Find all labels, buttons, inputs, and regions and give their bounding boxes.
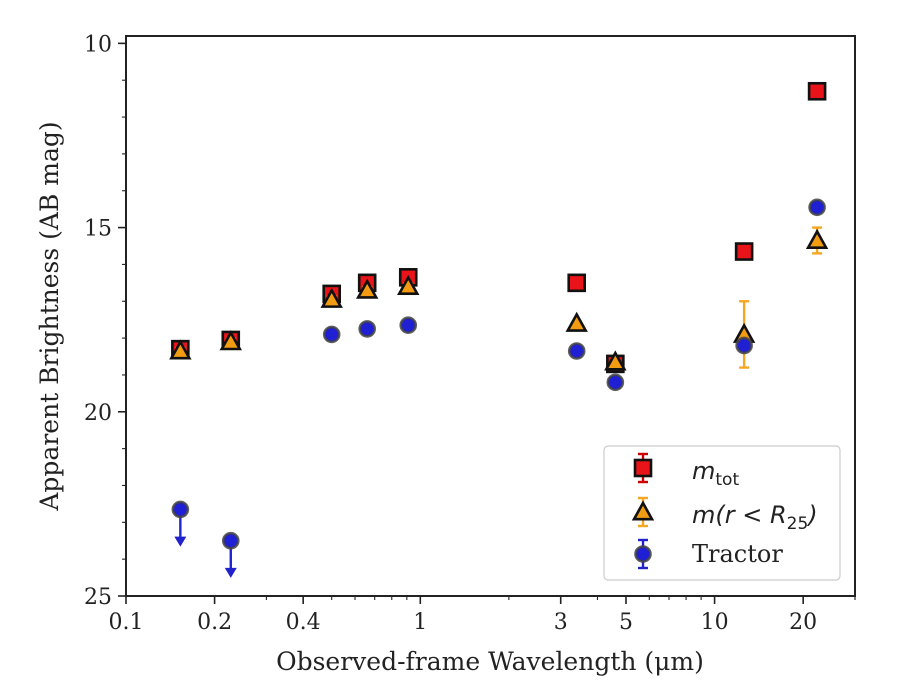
data-point-m-r25 — [604, 350, 627, 371]
x-axis-ticks: 0.1 0.2 0.4 1 3 5 10 20 — [109, 596, 856, 635]
y-tick-label: 20 — [84, 401, 112, 426]
y-axis-label: Apparent Brightness (AB mag) — [35, 121, 64, 511]
x-tick-label: 0.2 — [197, 610, 232, 635]
legend-box — [603, 445, 841, 581]
data-point-m-tot — [734, 242, 754, 261]
data-point-m-r25 — [219, 330, 242, 351]
data-point-m-tot — [567, 273, 587, 293]
data-point-m-r25 — [320, 287, 343, 308]
y-tick-label: 25 — [84, 585, 112, 610]
legend-label-m-tot: mtot — [692, 457, 739, 490]
data-point-m-r25 — [565, 311, 588, 332]
y-tick-label: 15 — [84, 217, 112, 242]
x-tick-label: 0.4 — [286, 610, 321, 635]
data-point-m-r25 — [169, 339, 192, 360]
legend-marker-tractor — [634, 538, 652, 570]
data-point-m-r25 — [355, 278, 379, 299]
x-tick-label: 1 — [413, 610, 427, 635]
upper-limit-arrow-head — [224, 567, 237, 578]
x-tick-label: 20 — [789, 610, 817, 635]
y-axis-ticks: 10 15 20 25 — [84, 32, 126, 610]
legend: mtot m(r < R25) Tractor — [603, 445, 841, 581]
legend-label-tractor: Tractor — [692, 540, 783, 568]
x-axis-label: Observed-frame Wavelength (μm) — [276, 647, 704, 676]
data-point-m-r25 — [397, 274, 420, 296]
data-point-tractor — [221, 531, 240, 550]
legend-marker-m-tot — [633, 452, 653, 484]
legend-symbol — [633, 458, 653, 478]
data-point-tractor — [171, 500, 190, 519]
x-tick-label: 0.1 — [109, 610, 144, 635]
legend-symbol — [631, 500, 655, 521]
y-tick-label: 10 — [84, 32, 112, 57]
legend-marker-m-r25 — [631, 496, 655, 528]
legend-label-m-r25: m(r < R25) — [692, 501, 818, 534]
x-tick-label: 10 — [701, 610, 729, 635]
legend-symbol — [634, 545, 652, 563]
series-tractor — [171, 198, 826, 578]
data-point-m-tot — [807, 81, 827, 101]
data-marks — [169, 81, 829, 578]
data-point-m-r25 — [805, 228, 829, 249]
x-tick-label: 5 — [619, 610, 633, 635]
x-tick-label: 3 — [554, 610, 568, 635]
upper-limit-arrow-head — [174, 536, 187, 547]
series-m-r25 — [169, 226, 829, 371]
